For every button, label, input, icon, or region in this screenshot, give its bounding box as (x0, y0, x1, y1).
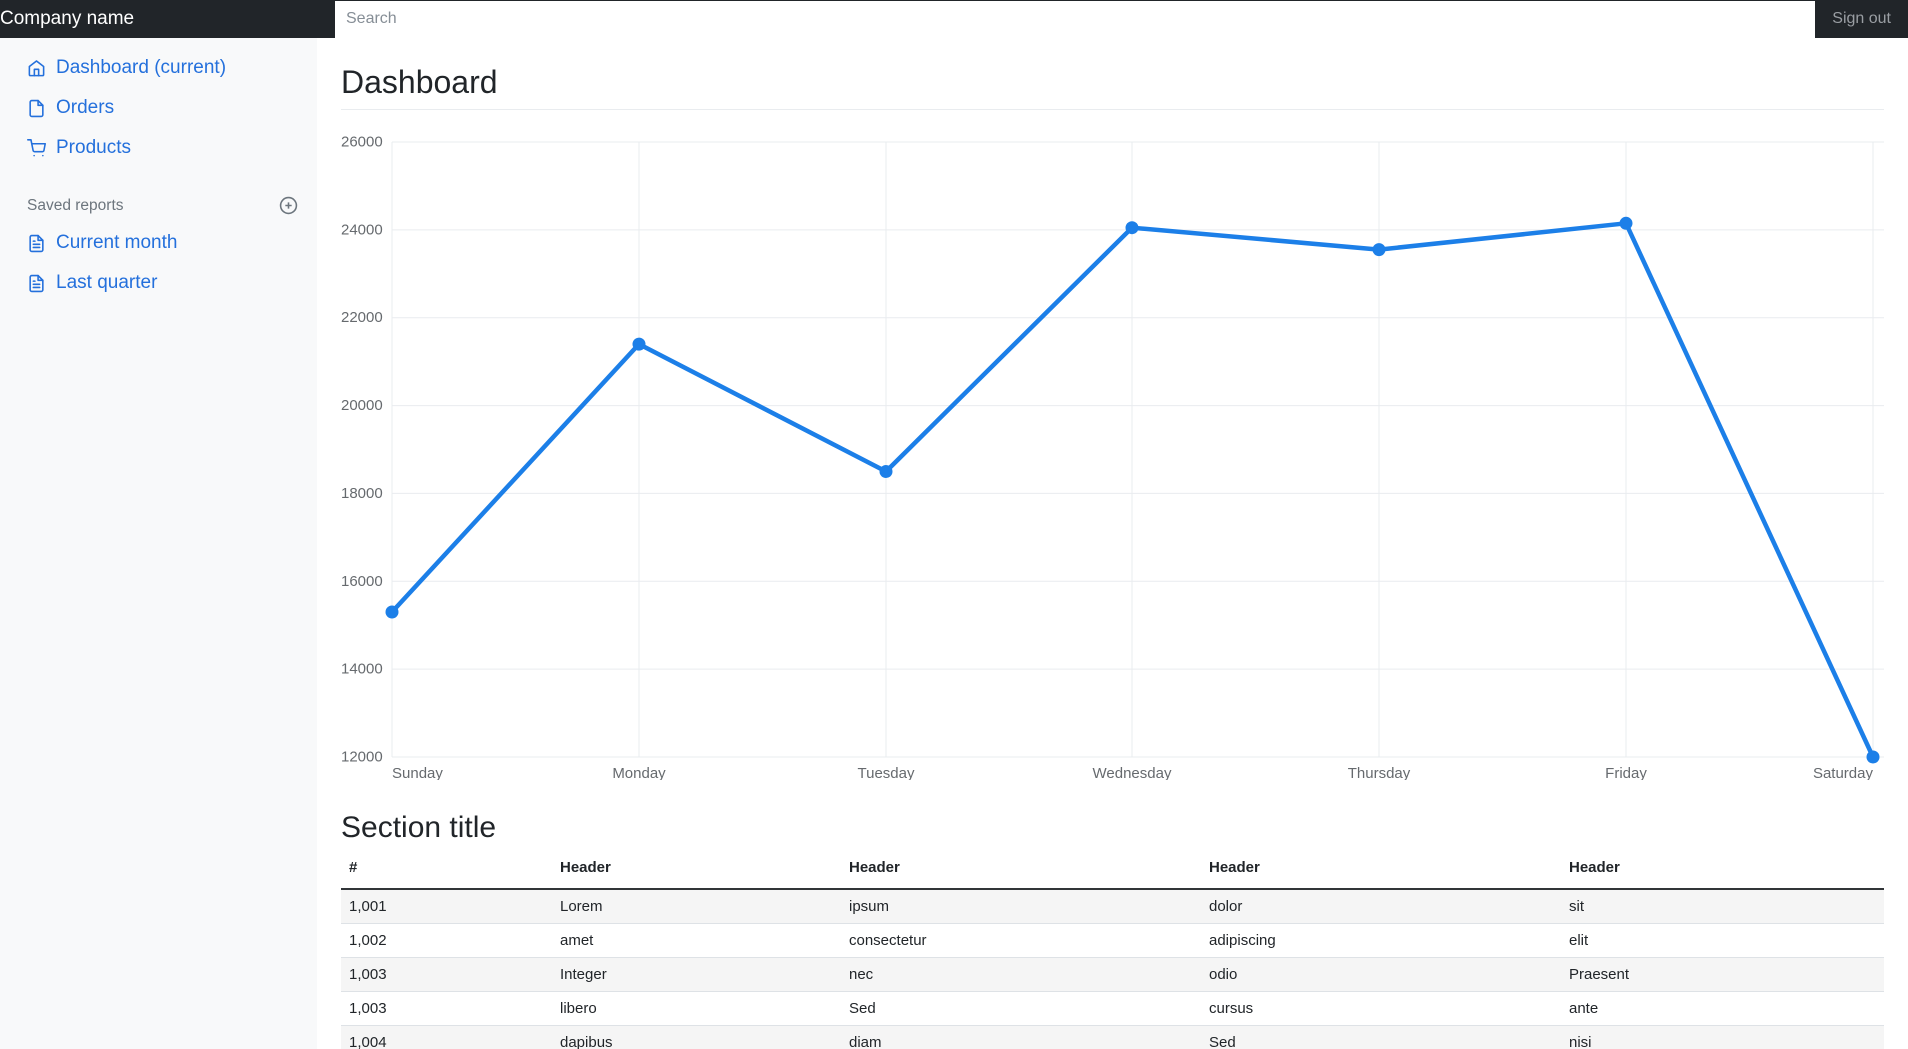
svg-text:Thursday: Thursday (1348, 765, 1411, 780)
svg-text:Saturday: Saturday (1813, 765, 1874, 780)
svg-text:22000: 22000 (341, 309, 383, 326)
svg-text:Wednesday: Wednesday (1093, 765, 1172, 780)
svg-text:14000: 14000 (341, 661, 383, 678)
svg-text:26000: 26000 (341, 134, 383, 151)
svg-text:24000: 24000 (341, 221, 383, 238)
svg-text:16000: 16000 (341, 573, 383, 590)
svg-text:Sunday: Sunday (392, 765, 443, 780)
svg-text:12000: 12000 (341, 749, 383, 766)
svg-text:20000: 20000 (341, 397, 383, 414)
svg-text:Monday: Monday (612, 765, 666, 780)
svg-text:Tuesday: Tuesday (858, 765, 915, 780)
svg-text:Friday: Friday (1605, 765, 1647, 780)
svg-text:18000: 18000 (341, 485, 383, 502)
